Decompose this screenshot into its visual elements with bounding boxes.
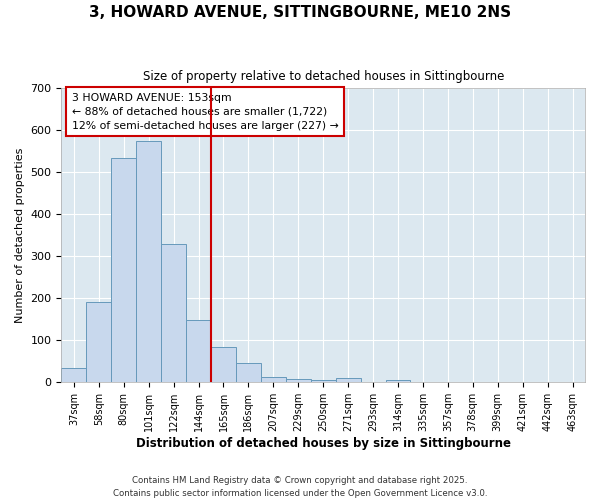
Title: Size of property relative to detached houses in Sittingbourne: Size of property relative to detached ho… xyxy=(143,70,504,83)
Y-axis label: Number of detached properties: Number of detached properties xyxy=(15,148,25,323)
Text: 3 HOWARD AVENUE: 153sqm
← 88% of detached houses are smaller (1,722)
12% of semi: 3 HOWARD AVENUE: 153sqm ← 88% of detache… xyxy=(72,92,338,130)
Bar xyxy=(311,380,335,382)
Bar xyxy=(211,346,236,382)
Bar xyxy=(111,158,136,382)
Bar xyxy=(86,302,111,382)
Bar xyxy=(386,380,410,382)
Bar xyxy=(335,378,361,382)
Bar xyxy=(136,141,161,382)
Text: 3, HOWARD AVENUE, SITTINGBOURNE, ME10 2NS: 3, HOWARD AVENUE, SITTINGBOURNE, ME10 2N… xyxy=(89,5,511,20)
Bar xyxy=(186,320,211,382)
Bar xyxy=(161,244,186,382)
Bar xyxy=(261,378,286,382)
Text: Contains HM Land Registry data © Crown copyright and database right 2025.
Contai: Contains HM Land Registry data © Crown c… xyxy=(113,476,487,498)
X-axis label: Distribution of detached houses by size in Sittingbourne: Distribution of detached houses by size … xyxy=(136,437,511,450)
Bar xyxy=(61,368,86,382)
Bar xyxy=(236,362,261,382)
Bar xyxy=(286,379,311,382)
